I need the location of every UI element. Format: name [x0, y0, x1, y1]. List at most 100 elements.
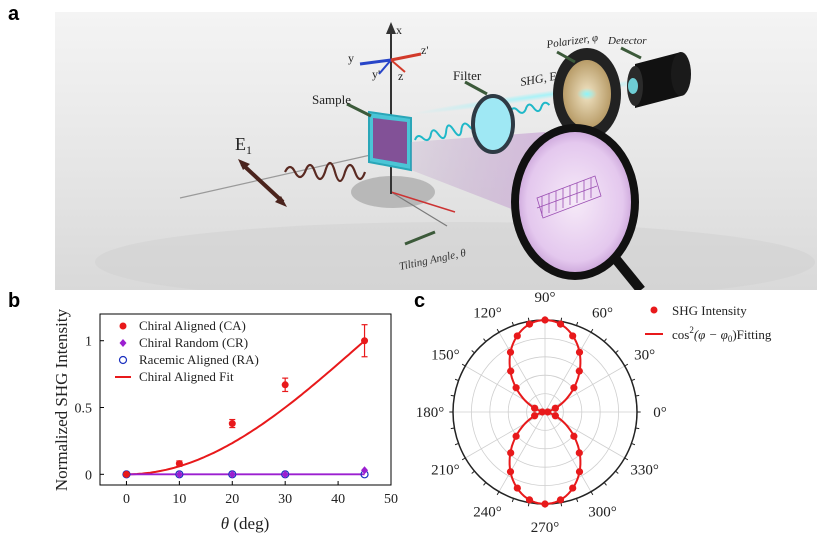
angle-label: 60° — [592, 305, 613, 321]
polar-data-point — [575, 367, 583, 375]
polar-grid-spoke — [465, 365, 546, 413]
x-axis-label: θ (deg) — [221, 514, 269, 533]
angle-label: 300° — [588, 505, 617, 521]
polar-grid-spoke — [498, 411, 546, 492]
magnifier-lens — [511, 124, 639, 280]
filter-label: Filter — [453, 68, 482, 83]
polar-tick — [496, 491, 500, 496]
polar-data-point — [506, 468, 515, 476]
polar-tick — [450, 394, 455, 397]
angle-label: 270° — [531, 520, 560, 536]
polar-grid-spoke — [544, 411, 625, 459]
cr-point — [361, 466, 369, 475]
axis-y-label: y — [348, 51, 354, 65]
polar-grid-spoke — [544, 411, 592, 492]
polar-tick — [461, 457, 466, 461]
polar-tick — [635, 394, 640, 397]
polar-data-point — [569, 332, 577, 340]
polar-data-point — [513, 484, 521, 492]
legend-marker — [118, 355, 128, 365]
polar-data-point — [556, 496, 565, 504]
angle-label: 0° — [653, 405, 667, 421]
angle-label: 180° — [416, 405, 445, 421]
polar-tick — [575, 498, 579, 503]
polar-tick — [624, 363, 629, 367]
ca-point — [175, 460, 183, 468]
polar-tick — [635, 427, 640, 430]
ca-point — [122, 470, 130, 478]
y-tick-label: 0.5 — [75, 402, 93, 417]
polar-tick — [471, 350, 475, 354]
polar-tick — [590, 491, 594, 496]
polar-data-point — [525, 496, 534, 504]
polar-tick — [603, 482, 607, 486]
plot-frame — [99, 313, 392, 486]
x-tick-label: 10 — [172, 492, 186, 507]
polar-tick — [511, 498, 515, 503]
polar-legend: SHG Intensity cos2(φ − φ0)Fitting — [645, 303, 772, 344]
y-tick-label: 0 — [85, 468, 92, 483]
fit-curve — [126, 339, 366, 476]
panel-label-a: a — [8, 3, 20, 25]
angle-label: 240° — [473, 505, 502, 521]
axis-z-label: z — [398, 69, 403, 83]
polar-tick — [624, 457, 629, 461]
polar-tick — [631, 442, 636, 446]
polar-data-point — [551, 404, 559, 412]
polar-data-point — [507, 449, 515, 457]
polar-grid-spoke — [544, 332, 592, 413]
x-tick-label: 20 — [225, 492, 239, 507]
angle-label: 90° — [535, 290, 556, 306]
polar-data-point — [507, 367, 515, 375]
legend-marker — [119, 339, 127, 347]
legend-label: Chiral Aligned (CA) — [139, 318, 246, 333]
polar-data-point — [575, 449, 583, 457]
angle-label: 120° — [473, 305, 502, 321]
legend-label-shg: SHG Intensity — [672, 303, 747, 318]
polar-shg-chart: 0° 30° 60° 90° 120° 150° 180° 210° 240° 270° 300° 3… — [416, 290, 772, 536]
polar-data-point — [541, 316, 549, 324]
polar-data-point — [541, 500, 549, 508]
x-tick-label: 40 — [331, 492, 345, 507]
cr-point — [281, 470, 289, 479]
y-axis-label: Normalized SHG Intensity — [52, 308, 71, 491]
polar-data-point — [512, 432, 520, 440]
x-tick-label: 0 — [123, 492, 130, 507]
polar-tick — [511, 321, 515, 326]
polar-tick — [575, 321, 579, 326]
filter-element — [471, 94, 515, 154]
nanotube-bundle — [536, 175, 602, 219]
angle-label: 330° — [630, 463, 659, 479]
polar-tick — [631, 378, 636, 382]
polar-data-point — [531, 412, 539, 420]
panel-label-b: b — [8, 290, 21, 312]
polar-grid-spoke — [498, 332, 546, 413]
polar-tick — [461, 363, 466, 367]
y-tick-label: 1 — [85, 335, 92, 350]
polar-data-point — [538, 408, 546, 416]
polar-data-point — [570, 432, 578, 440]
input-pulse — [284, 161, 367, 183]
polar-tick — [590, 328, 594, 333]
legend-label: Chiral Random (CR) — [139, 335, 248, 350]
polar-tick — [471, 470, 475, 474]
detector-body — [635, 52, 681, 108]
polar-data-point — [575, 348, 584, 356]
legend-marker — [119, 322, 127, 330]
ca-point — [361, 337, 369, 345]
e1-polarization-arrow — [240, 162, 285, 204]
polar-data-point — [556, 320, 565, 328]
cr-point — [175, 470, 183, 479]
polar-tick — [603, 338, 607, 342]
polar-tick — [450, 427, 455, 430]
panel-label-c: c — [414, 290, 426, 312]
angle-label: 30° — [634, 348, 655, 364]
legend-marker-shg — [650, 306, 658, 314]
ca-point — [228, 420, 236, 428]
polar-data-point — [544, 408, 552, 416]
input-beam-line — [179, 153, 376, 199]
axis-zprime-label: z' — [421, 43, 429, 57]
axis-yprime-label: y' — [372, 67, 380, 81]
polar-data-point — [551, 412, 559, 420]
polar-data-point — [512, 384, 520, 392]
